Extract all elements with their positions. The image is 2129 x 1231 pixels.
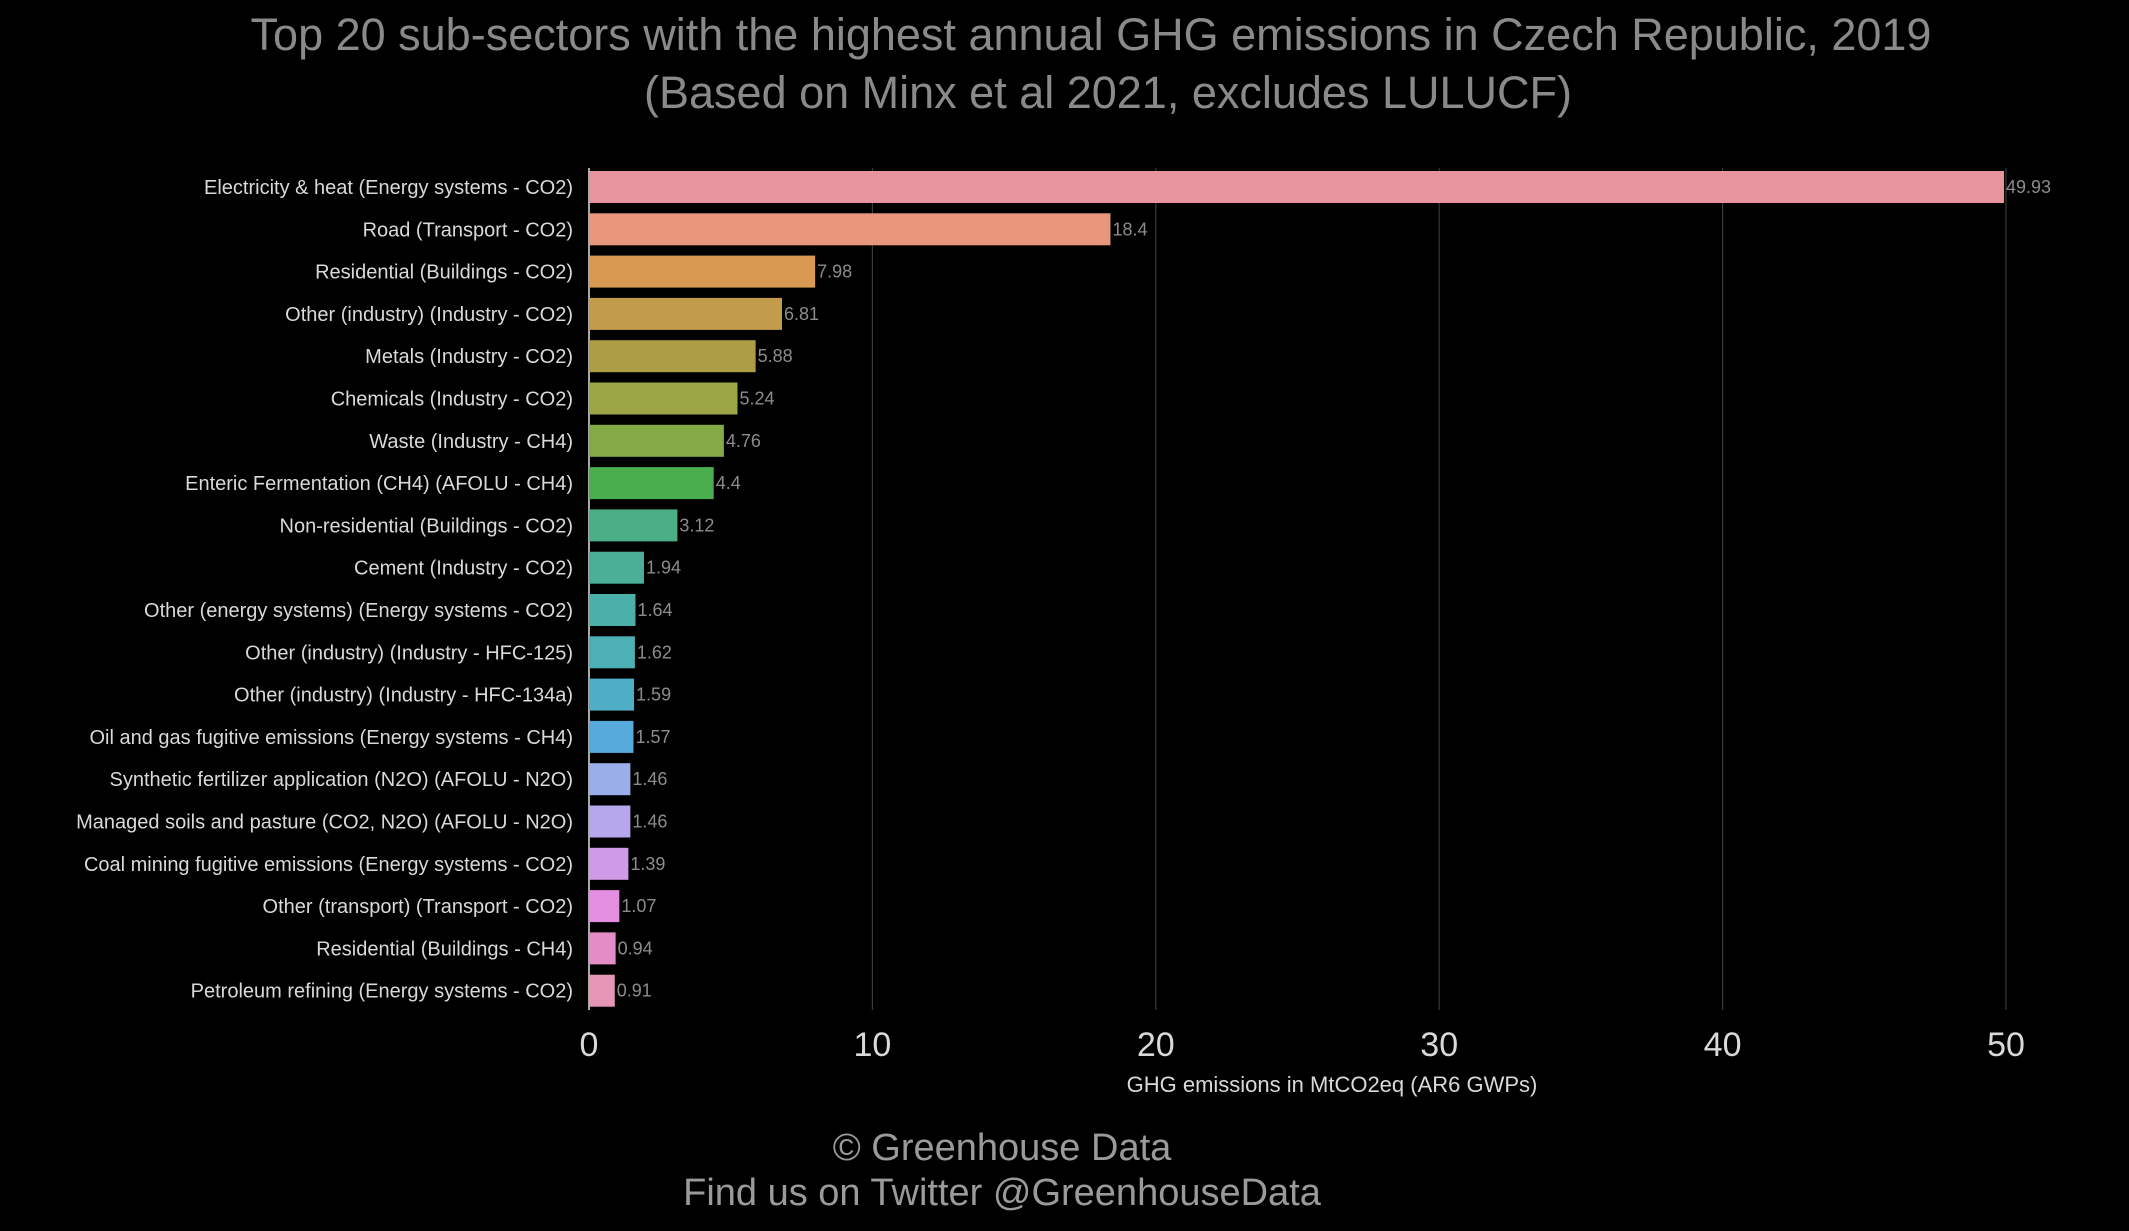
category-label: Managed soils and pasture (CO2, N2O) (AF… [76, 812, 573, 834]
x-tick-label: 50 [1987, 1026, 2025, 1064]
value-label: 6.81 [784, 304, 819, 324]
value-label: 1.62 [637, 642, 672, 662]
bar [589, 255, 816, 288]
value-label: 5.88 [758, 346, 793, 366]
value-label: 7.98 [817, 262, 852, 282]
x-tick-label: 40 [1704, 1026, 1742, 1064]
x-tick-label: 0 [580, 1026, 599, 1064]
value-label: 1.46 [632, 812, 667, 832]
footer-twitter: Find us on Twitter @GreenhouseData [683, 1172, 1322, 1214]
category-label: Other (industry) (Industry - CO2) [285, 304, 573, 326]
value-label: 1.07 [621, 896, 656, 916]
bar [589, 594, 636, 626]
chart-subtitle: (Based on Minx et al 2021, excludes LULU… [644, 67, 1572, 118]
bar [589, 509, 678, 542]
category-label: Enteric Fermentation (CH4) (AFOLU - CH4) [185, 473, 573, 495]
bar [589, 974, 615, 1007]
footer-copyright: © Greenhouse Data [833, 1127, 1172, 1169]
value-label: 0.94 [618, 938, 653, 958]
value-labels: 49.93 18.4 7.98 6.81 5.88 5.24 4.76 4.4 3.12 1.94… [617, 177, 2051, 1001]
bar [589, 382, 738, 415]
x-axis-label: GHG emissions in MtCO2eq (AR6 GWPs) [1127, 1072, 1538, 1097]
bar [589, 720, 634, 753]
value-label: 4.76 [726, 431, 761, 451]
value-label: 3.12 [679, 515, 714, 535]
category-label: Residential (Buildings - CO2) [315, 262, 573, 284]
category-label: Residential (Buildings - CH4) [316, 938, 573, 960]
bar [589, 890, 620, 923]
bar [589, 551, 644, 584]
bar [589, 467, 714, 500]
category-label: Metals (Industry - CO2) [365, 346, 573, 368]
category-label: Chemicals (Industry - CO2) [331, 389, 573, 411]
value-label: 1.57 [635, 727, 670, 747]
chart-title: Top 20 sub-sectors with the highest annu… [251, 9, 1932, 60]
value-label: 1.94 [646, 558, 681, 578]
category-labels: Electricity & heat (Energy systems - CO2… [76, 177, 573, 1003]
value-label: 1.46 [632, 769, 667, 789]
category-label: Synthetic fertilizer application (N2O) (… [110, 769, 573, 791]
category-label: Other (transport) (Transport - CO2) [263, 896, 573, 918]
category-label: Other (industry) (Industry - HFC-125) [245, 642, 573, 664]
x-tick-label: 20 [1137, 1026, 1175, 1064]
category-label: Non-residential (Buildings - CO2) [280, 515, 573, 537]
bar [589, 297, 782, 330]
bar [589, 763, 631, 796]
value-label: 4.4 [716, 473, 741, 493]
bar [589, 636, 635, 669]
bars [589, 171, 2005, 1007]
value-label: 1.39 [630, 854, 665, 874]
category-label: Other (energy systems) (Energy systems -… [144, 600, 573, 622]
category-label: Cement (Industry - CO2) [354, 558, 573, 580]
category-label: Coal mining fugitive emissions (Energy s… [84, 854, 573, 876]
category-label: Electricity & heat (Energy systems - CO2… [204, 177, 573, 199]
bar [589, 171, 2005, 203]
value-label: 1.64 [637, 600, 672, 620]
x-tick-label: 30 [1420, 1026, 1458, 1064]
category-label: Other (industry) (Industry - HFC-134a) [234, 685, 573, 707]
category-label: Waste (Industry - CH4) [369, 431, 573, 453]
category-label: Road (Transport - CO2) [363, 219, 573, 241]
x-tick-labels: 0 10 20 30 40 50 [580, 1026, 2025, 1064]
bar [589, 213, 1111, 246]
bar [589, 932, 616, 965]
value-label: 18.4 [1112, 219, 1147, 239]
bar [589, 678, 635, 711]
bar [589, 847, 629, 880]
value-label: 5.24 [740, 389, 775, 409]
value-label: 49.93 [2006, 177, 2051, 197]
x-tick-label: 10 [853, 1026, 891, 1064]
category-label: Petroleum refining (Energy systems - CO2… [191, 981, 573, 1003]
bar [589, 805, 631, 838]
value-label: 0.91 [617, 981, 652, 1001]
category-label: Oil and gas fugitive emissions (Energy s… [90, 727, 574, 749]
bar [589, 340, 756, 373]
bar [589, 424, 724, 457]
value-label: 1.59 [636, 685, 671, 705]
